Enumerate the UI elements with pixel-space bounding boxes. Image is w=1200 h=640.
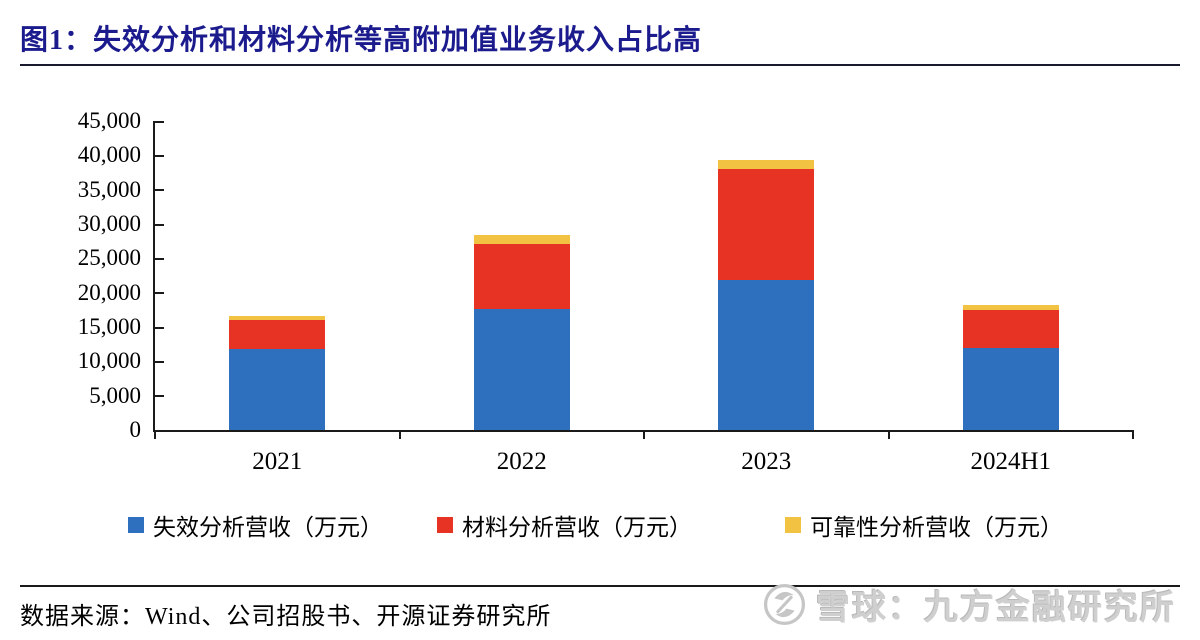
y-axis-tick [155, 292, 164, 295]
y-axis-tick-label: 10,000 [77, 348, 141, 374]
bar-segment-2023-s1 [718, 169, 815, 280]
y-axis-tick-label: 30,000 [77, 211, 141, 236]
legend-label: 失效分析营收（万元） [153, 515, 383, 540]
y-axis-tick-label: 15,000 [77, 314, 141, 339]
y-axis-tick-label: 25,000 [77, 245, 141, 271]
legend-item-1: 材料分析营收（万元） [437, 508, 692, 542]
legend-item-0: 失效分析营收（万元） [128, 508, 383, 542]
x-axis-category-label: 2022 [496, 448, 547, 475]
y-axis-tick [155, 154, 164, 157]
bar-segment-2024H1-s1 [962, 310, 1059, 349]
x-axis-category-label: 2024H1 [970, 448, 1052, 475]
x-axis-category-label: 2023 [741, 448, 792, 475]
bar-segment-2024H1-s0 [962, 348, 1059, 430]
y-axis-tick [155, 257, 164, 260]
bar-segment-2024H1-s2 [962, 305, 1059, 311]
y-axis-tick-label: 45,000 [77, 108, 141, 133]
watermark: 雪球：九方金融研究所 [762, 580, 1176, 629]
y-axis-tick-label: 0 [129, 417, 142, 442]
figure-title: 图1：失效分析和材料分析等高附加值业务收入占比高 [20, 25, 703, 56]
y-axis-line [153, 121, 155, 432]
y-axis-tick [155, 326, 164, 329]
x-axis-category-label: 2021 [252, 448, 303, 475]
y-axis-tick-label: 20,000 [77, 279, 141, 305]
legend-swatch-icon [785, 517, 801, 533]
y-axis-tick [155, 120, 164, 123]
bar-segment-2023-s0 [718, 279, 815, 430]
x-axis-tick [154, 430, 156, 439]
y-axis-tick [155, 223, 164, 226]
legend-label: 材料分析营收（万元） [462, 515, 692, 540]
legend-label: 可靠性分析营收（万元） [810, 515, 1063, 540]
title-divider-line [20, 64, 1180, 66]
y-axis-tick [155, 429, 164, 432]
bar-segment-2021-s1 [229, 320, 326, 350]
y-axis-tick [155, 395, 164, 398]
xueqiu-logo-icon [763, 583, 806, 626]
legend-swatch-icon [437, 517, 453, 533]
x-axis-tick [643, 430, 645, 439]
chart-legend: 失效分析营收（万元） 材料分析营收（万元） 可靠性分析营收（万元） [0, 500, 1200, 540]
y-axis-tick-label: 35,000 [77, 176, 141, 202]
y-axis-tick [155, 360, 164, 363]
legend-item-2: 可靠性分析营收（万元） [785, 508, 1063, 542]
data-source-note: 数据来源：Wind、公司招股书、开源证券研究所 [20, 604, 552, 630]
bar-segment-2023-s2 [718, 160, 815, 170]
bar-segment-2022-s0 [473, 309, 570, 430]
watermark-text: 雪球：九方金融研究所 [816, 589, 1176, 627]
stacked-bar-chart: 0 5,000 10,000 15,000 20,000 25,000 30,000 35,0… [0, 70, 1200, 500]
y-axis-tick-label: 40,000 [77, 142, 141, 168]
legend-swatch-icon [128, 517, 144, 533]
x-axis-tick [887, 430, 890, 439]
x-axis-tick [398, 430, 401, 439]
y-axis-tick-label: 5,000 [89, 382, 141, 408]
bar-segment-2021-s2 [229, 316, 326, 321]
bar-segment-2021-s0 [229, 349, 326, 430]
y-axis-tick [155, 189, 164, 192]
x-axis-tick [1132, 430, 1134, 439]
bar-segment-2022-s1 [473, 243, 570, 310]
bar-segment-2022-s2 [473, 234, 570, 244]
footer-divider-line [20, 585, 1180, 587]
